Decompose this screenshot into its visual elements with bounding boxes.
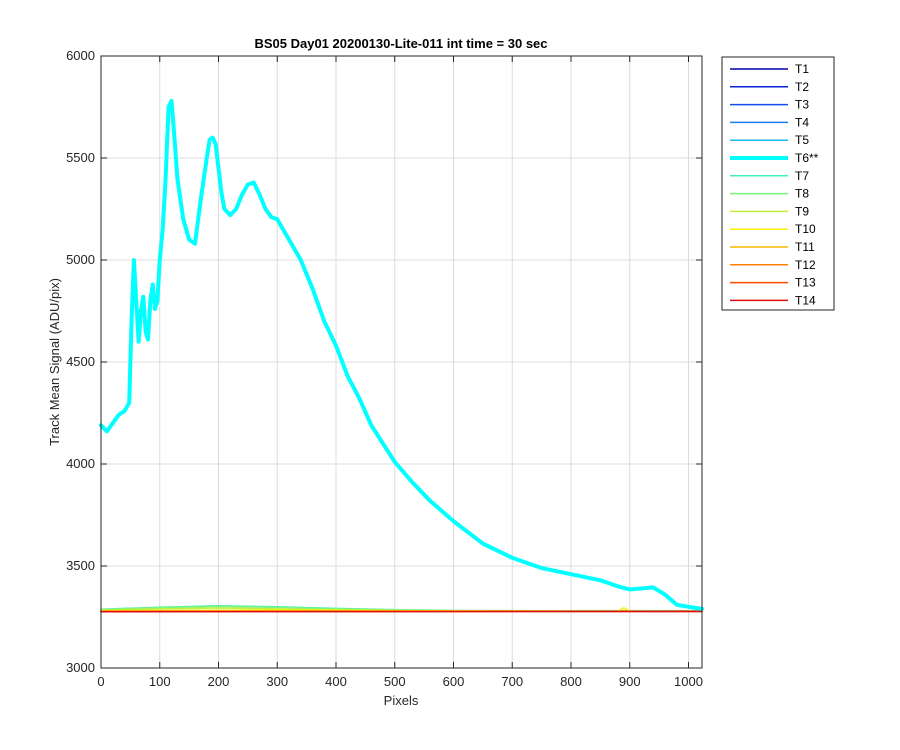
x-tick-label: 900 <box>619 674 641 689</box>
y-tick-label: 6000 <box>66 48 95 63</box>
legend-label: T3 <box>795 98 809 112</box>
x-tick-label: 800 <box>560 674 582 689</box>
tick-layer: 0 100 200 300 400 500 600 700 800 900 1000 3000 3500… <box>66 48 703 689</box>
y-tick-label: 5500 <box>66 150 95 165</box>
x-tick-label: 500 <box>384 674 406 689</box>
legend-label: T13 <box>795 276 816 290</box>
y-axis-label: Track Mean Signal (ADU/pix) <box>47 278 62 446</box>
legend-label: T11 <box>795 240 815 254</box>
legend-box <box>721 56 835 311</box>
legend: T1 T2 T3 T4 T5 T6** T7 T8 T9 T10 T11 T12 T13 T14 <box>721 56 835 311</box>
x-tick-label: 0 <box>97 674 104 689</box>
legend-label: T14 <box>795 293 816 307</box>
legend-label: T8 <box>795 187 809 201</box>
legend-label: T10 <box>795 222 816 236</box>
x-tick-label: 1000 <box>674 674 703 689</box>
legend-label: T1 <box>795 62 809 76</box>
y-tick-label: 5000 <box>66 252 95 267</box>
legend-items: T1 T2 T3 T4 T5 T6** T7 T8 T9 T10 T11 T12 T13 T14 <box>730 62 819 307</box>
legend-label: T9 <box>795 204 809 218</box>
legend-label: T7 <box>795 169 809 183</box>
series-layer <box>99 98 704 613</box>
x-tick-label: 400 <box>325 674 347 689</box>
legend-label: T12 <box>795 258 816 272</box>
x-tick-label: 700 <box>501 674 523 689</box>
series-line-t6 <box>99 98 704 611</box>
x-axis-label: Pixels <box>384 693 419 708</box>
y-tick-label: 4000 <box>66 456 95 471</box>
x-tick-label: 300 <box>266 674 288 689</box>
legend-label: T6** <box>795 151 819 165</box>
y-tick-label: 4500 <box>66 354 95 369</box>
legend-label: T5 <box>795 133 809 147</box>
x-tick-label: 100 <box>149 674 171 689</box>
grid-layer <box>100 55 702 669</box>
y-tick-label: 3000 <box>66 660 95 675</box>
legend-label: T4 <box>795 115 809 129</box>
x-tick-label: 200 <box>208 674 230 689</box>
legend-label: T2 <box>795 80 809 94</box>
x-tick-label: 600 <box>443 674 465 689</box>
chart-title: BS05 Day01 20200130-Lite-011 int time = … <box>254 36 547 51</box>
y-tick-label: 3500 <box>66 558 95 573</box>
